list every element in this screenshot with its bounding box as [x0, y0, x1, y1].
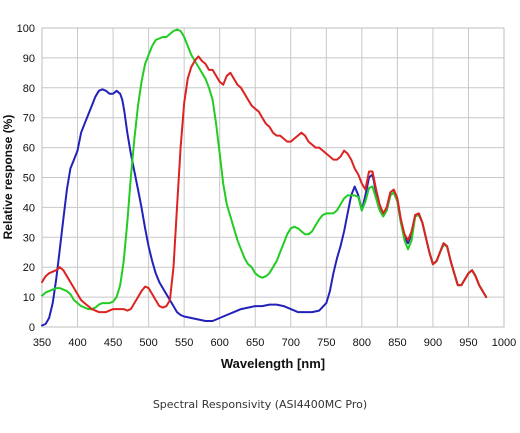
y-axis-label: Relative response (%) — [1, 115, 15, 240]
x-tick-label: 950 — [459, 337, 477, 349]
chart-caption: Spectral Responsivity (ASI4400MC Pro) — [152, 398, 368, 411]
plot-frame — [41, 27, 505, 328]
x-tick-label: 600 — [211, 337, 229, 349]
x-tick-label: 650 — [246, 337, 264, 349]
x-tick-label: 800 — [353, 337, 371, 349]
y-tick-labels: 0 10 20 30 40 50 60 70 80 90 100 — [17, 23, 35, 334]
y-tick-label: 80 — [23, 83, 35, 95]
grid — [41, 27, 505, 328]
x-tick-label: 450 — [104, 337, 122, 349]
x-tick-label: 350 — [33, 337, 51, 349]
y-tick-label: 30 — [23, 232, 35, 244]
series-line-2 — [41, 55, 488, 314]
x-tick-label: 550 — [175, 337, 193, 349]
y-tick-label: 40 — [23, 202, 35, 214]
series-line-1 — [41, 28, 488, 311]
y-tick-label: 100 — [17, 23, 35, 35]
y-tick-label: 20 — [23, 262, 35, 274]
x-tick-label: 900 — [424, 337, 442, 349]
x-tick-label: 1000 — [492, 337, 516, 349]
y-tick-label: 60 — [23, 143, 35, 155]
x-tick-labels: 350 400 450 500 550 600 650 700 750 800 850 900 950 1… — [33, 337, 516, 349]
x-tick-label: 750 — [317, 337, 335, 349]
y-tick-label: 70 — [23, 113, 35, 125]
x-tick-label: 400 — [68, 337, 86, 349]
y-tick-label: 0 — [29, 322, 35, 334]
series-lines — [41, 28, 488, 327]
x-axis-label: Wavelength [nm] — [221, 356, 325, 371]
y-tick-label: 90 — [23, 53, 35, 65]
y-tick-label: 50 — [23, 173, 35, 185]
y-tick-label: 10 — [23, 292, 35, 304]
x-tick-label: 500 — [139, 337, 157, 349]
x-tick-label: 850 — [388, 337, 406, 349]
x-tick-label: 700 — [282, 337, 300, 349]
